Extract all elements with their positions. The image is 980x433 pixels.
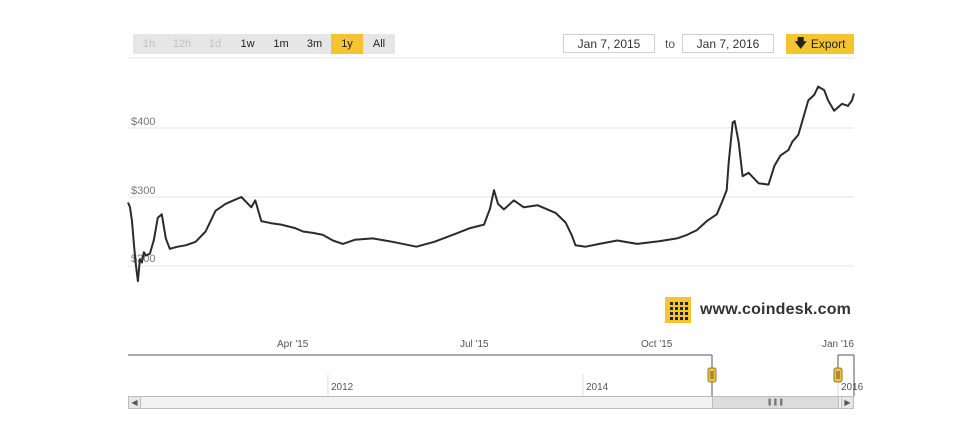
export-label: Export	[810, 37, 846, 51]
scrollbar[interactable]: ◀ ❚❚❚ ▶	[128, 396, 854, 409]
y-tick-label: $300	[131, 185, 156, 197]
x-tick-label: Jan '16	[822, 339, 854, 350]
scroll-right-icon[interactable]: ▶	[841, 397, 853, 408]
range-button-12h: 12h	[165, 34, 199, 54]
range-button-1m[interactable]: 1m	[264, 34, 298, 54]
brand: www.coindesk.com	[665, 297, 851, 323]
range-handle-icon[interactable]	[833, 367, 843, 383]
brand-text: www.coindesk.com	[700, 301, 852, 318]
range-button-1y[interactable]: 1y	[331, 34, 363, 54]
range-button-1w[interactable]: 1w	[231, 34, 264, 54]
price-chart	[127, 57, 855, 283]
coindesk-logo-icon	[665, 297, 691, 323]
range-selector: 1h 12h 1d 1w 1m 3m 1y All	[133, 34, 395, 54]
navigator[interactable]: 2012 2014 2016	[0, 350, 980, 396]
x-tick-label: Jul '15	[460, 339, 489, 350]
download-arrow-icon: 🡇	[794, 35, 807, 50]
navigator-tick-label: 2014	[586, 382, 609, 393]
scroll-grip-icon: ❚❚❚	[766, 399, 785, 406]
from-date-input[interactable]	[563, 34, 655, 53]
navigator-tick-label: 2016	[841, 382, 864, 393]
to-label: to	[665, 37, 676, 51]
y-tick-label: $400	[131, 116, 156, 128]
price-series-line	[127, 85, 855, 283]
to-date-input[interactable]	[682, 34, 774, 53]
scrollbar-thumb[interactable]: ❚❚❚	[712, 397, 839, 408]
range-handle-icon[interactable]	[707, 367, 717, 383]
export-button[interactable]: 🡇 Export	[786, 34, 854, 54]
range-button-1h: 1h	[133, 34, 165, 54]
scroll-left-icon[interactable]: ◀	[129, 397, 141, 408]
x-tick-label: Oct '15	[641, 339, 673, 350]
range-button-1d: 1d	[199, 34, 231, 54]
navigator-tick-label: 2012	[331, 382, 354, 393]
x-tick-label: Apr '15	[277, 339, 309, 350]
range-button-all[interactable]: All	[363, 34, 395, 54]
range-button-3m[interactable]: 3m	[298, 34, 331, 54]
